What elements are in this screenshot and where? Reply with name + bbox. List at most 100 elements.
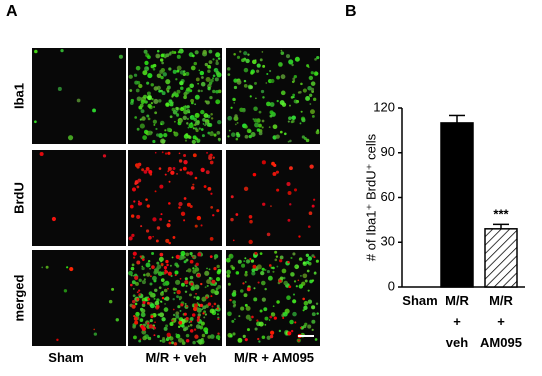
cell <box>143 94 148 99</box>
cell <box>307 225 311 228</box>
cell <box>132 294 136 298</box>
cell <box>258 340 261 343</box>
cell <box>209 131 214 137</box>
cell <box>192 256 194 259</box>
cell <box>279 130 283 134</box>
cell <box>165 53 170 58</box>
cell <box>286 295 291 301</box>
cell <box>242 282 245 285</box>
cell <box>156 73 162 79</box>
cell <box>158 99 162 103</box>
cell <box>182 166 187 171</box>
cell <box>283 280 288 286</box>
cell <box>167 287 169 290</box>
cell <box>261 297 266 302</box>
cell <box>216 264 220 269</box>
cell <box>174 270 179 275</box>
cell <box>266 101 271 107</box>
cell <box>233 116 239 122</box>
cell <box>242 334 246 338</box>
cell <box>230 132 236 137</box>
cell <box>311 328 314 331</box>
cell <box>195 120 200 126</box>
cell <box>280 90 286 96</box>
cell <box>195 262 199 266</box>
cell <box>237 259 242 264</box>
cell <box>272 266 275 270</box>
cell <box>255 97 257 100</box>
cell <box>290 120 294 124</box>
cell <box>250 71 254 75</box>
cell <box>135 88 140 93</box>
cell <box>149 303 155 309</box>
cell <box>191 139 196 145</box>
panel-label: B <box>345 3 357 20</box>
cell <box>313 256 316 259</box>
cell <box>131 100 134 104</box>
cell <box>215 52 221 58</box>
cell <box>252 264 257 269</box>
cell <box>186 171 190 175</box>
cell <box>198 69 201 72</box>
cell <box>140 225 143 228</box>
cell <box>161 139 166 144</box>
cell <box>234 114 238 118</box>
cell <box>155 267 160 272</box>
cell <box>196 302 199 304</box>
cell <box>161 317 166 322</box>
cell <box>209 95 213 100</box>
cell <box>298 90 302 94</box>
cell <box>193 61 198 66</box>
cell <box>139 318 144 322</box>
cell <box>198 127 201 130</box>
cell <box>294 321 297 324</box>
cell <box>164 152 168 155</box>
cell <box>205 122 208 125</box>
cell <box>160 213 163 216</box>
cell <box>261 126 264 129</box>
cell <box>148 324 154 329</box>
cell <box>226 274 231 278</box>
cell <box>165 324 169 328</box>
cell <box>152 68 156 71</box>
cell <box>133 200 136 203</box>
cell <box>45 265 49 269</box>
cell <box>302 261 306 265</box>
cell <box>226 67 231 71</box>
cell <box>195 77 200 82</box>
cell <box>190 286 195 291</box>
cell <box>161 151 164 154</box>
cell <box>204 313 208 316</box>
cell <box>278 329 282 333</box>
cell <box>172 69 177 74</box>
cell <box>269 69 272 73</box>
cell <box>230 106 233 109</box>
cell <box>66 266 69 269</box>
cell <box>172 313 176 317</box>
cell <box>279 276 284 281</box>
cell <box>230 217 234 222</box>
cell <box>211 279 216 284</box>
cell <box>134 116 138 119</box>
cell <box>177 337 183 343</box>
cell <box>168 241 171 245</box>
cell <box>250 131 256 137</box>
cell <box>149 282 153 286</box>
cell <box>147 322 150 325</box>
cell <box>146 81 150 85</box>
cell <box>168 219 171 223</box>
cell <box>186 106 189 109</box>
cell <box>259 252 263 256</box>
cell <box>164 173 167 176</box>
cell <box>215 287 219 291</box>
cell <box>161 61 164 65</box>
cell <box>206 279 212 285</box>
cell <box>168 99 173 104</box>
cell <box>183 312 187 316</box>
cell <box>217 137 221 141</box>
cell <box>176 69 180 73</box>
cell <box>194 103 197 106</box>
cell <box>174 274 177 277</box>
x-tick-label: Sham <box>402 293 437 308</box>
cell <box>308 211 313 216</box>
